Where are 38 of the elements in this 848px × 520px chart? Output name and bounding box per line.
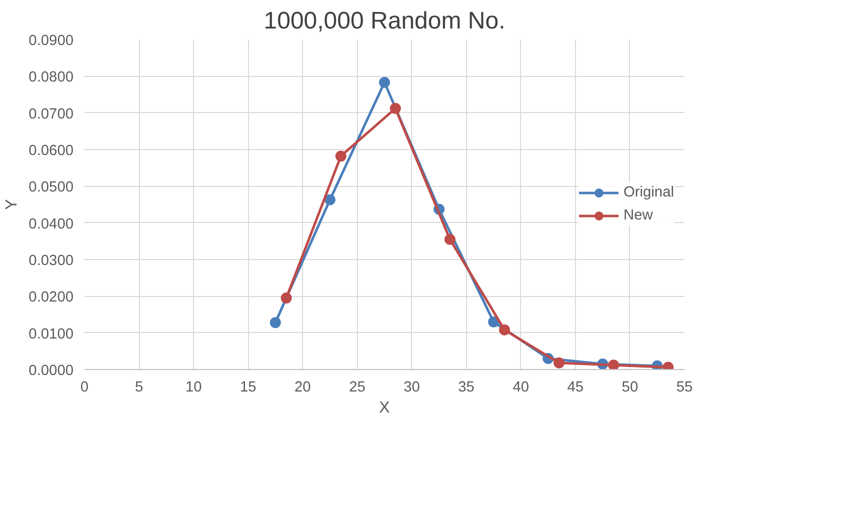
x-tick-label: 30 bbox=[404, 380, 420, 396]
y-tick-label: 0.0700 bbox=[28, 106, 74, 122]
point bbox=[390, 102, 401, 114]
x-tick-label: 20 bbox=[294, 380, 311, 396]
x-tick-label: 0 bbox=[80, 380, 89, 396]
legend-label: New bbox=[623, 208, 653, 224]
y-tick-label: 0.0300 bbox=[28, 253, 74, 269]
y-tick-label: 0.0500 bbox=[28, 180, 74, 196]
x-tick-label: 15 bbox=[240, 380, 256, 396]
chart-title: 1000,000 Random No. bbox=[264, 8, 506, 34]
y-tick-label: 0.0000 bbox=[28, 363, 74, 379]
point bbox=[499, 324, 510, 336]
y-tick-label: 0.0600 bbox=[28, 143, 74, 159]
point bbox=[270, 317, 281, 328]
x-tick-label: 40 bbox=[512, 380, 530, 396]
point bbox=[379, 76, 390, 88]
point bbox=[280, 292, 292, 304]
x-tick-label: 5 bbox=[134, 380, 144, 396]
x-tick-label: 25 bbox=[349, 380, 366, 396]
point bbox=[335, 150, 346, 162]
y-tick-label: 0.0900 bbox=[28, 33, 74, 49]
x-tick-label: 50 bbox=[622, 380, 638, 396]
point bbox=[554, 357, 565, 368]
point bbox=[444, 234, 456, 245]
point bbox=[608, 360, 620, 370]
x-tick-label: 10 bbox=[185, 380, 202, 396]
y-tick-label: 0.0400 bbox=[28, 216, 74, 232]
point bbox=[488, 316, 500, 328]
x-tick-label: 35 bbox=[458, 380, 474, 396]
y-tick-label: 0.0100 bbox=[28, 326, 74, 342]
x-axis-title: X bbox=[379, 400, 390, 416]
legend-label: Original bbox=[623, 184, 674, 200]
point bbox=[324, 194, 336, 206]
y-tick-label: 0.0200 bbox=[28, 290, 74, 306]
y-axis-title: Y bbox=[4, 198, 21, 210]
y-tick-label: 0.0800 bbox=[28, 70, 74, 86]
x-tick-label: 55 bbox=[676, 380, 693, 396]
x-tick-label: 45 bbox=[567, 380, 584, 396]
